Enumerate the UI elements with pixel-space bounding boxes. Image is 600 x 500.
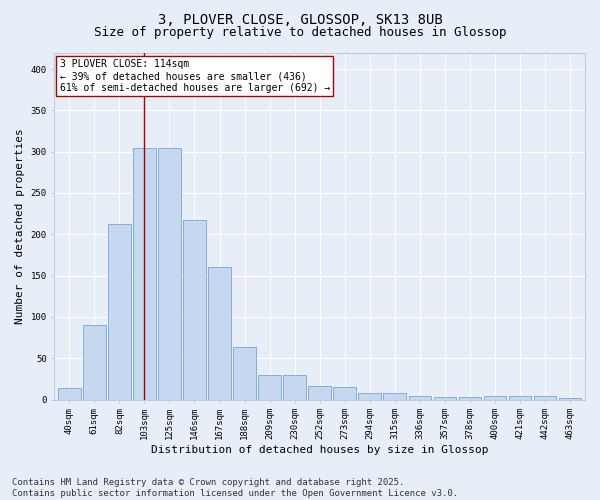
Bar xyxy=(283,375,306,400)
Bar xyxy=(133,148,155,400)
Bar xyxy=(509,396,531,400)
Bar xyxy=(383,393,406,400)
Bar xyxy=(208,268,231,400)
Bar xyxy=(434,397,456,400)
Bar xyxy=(559,398,581,400)
Text: Contains HM Land Registry data © Crown copyright and database right 2025.
Contai: Contains HM Land Registry data © Crown c… xyxy=(12,478,458,498)
Bar xyxy=(334,387,356,400)
Bar xyxy=(58,388,80,400)
Bar xyxy=(233,346,256,400)
Y-axis label: Number of detached properties: Number of detached properties xyxy=(15,128,25,324)
Bar xyxy=(308,386,331,400)
Bar xyxy=(259,375,281,400)
Bar xyxy=(484,396,506,400)
Text: 3, PLOVER CLOSE, GLOSSOP, SK13 8UB: 3, PLOVER CLOSE, GLOSSOP, SK13 8UB xyxy=(158,12,442,26)
Bar xyxy=(183,220,206,400)
Bar xyxy=(458,397,481,400)
Bar xyxy=(108,224,131,400)
Bar xyxy=(409,396,431,400)
Bar xyxy=(358,393,381,400)
Text: 3 PLOVER CLOSE: 114sqm
← 39% of detached houses are smaller (436)
61% of semi-de: 3 PLOVER CLOSE: 114sqm ← 39% of detached… xyxy=(59,60,330,92)
X-axis label: Distribution of detached houses by size in Glossop: Distribution of detached houses by size … xyxy=(151,445,488,455)
Bar xyxy=(158,148,181,400)
Bar xyxy=(83,325,106,400)
Bar xyxy=(533,396,556,400)
Text: Size of property relative to detached houses in Glossop: Size of property relative to detached ho… xyxy=(94,26,506,39)
